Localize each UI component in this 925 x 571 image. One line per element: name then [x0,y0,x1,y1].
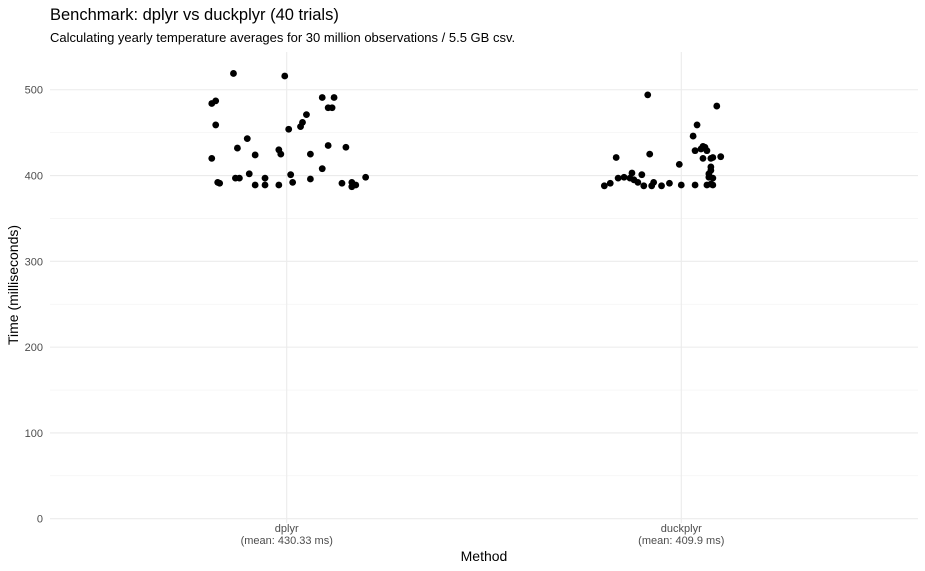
x-tick-mean-label: (mean: 430.33 ms) [241,535,333,547]
data-point-dplyr [216,179,224,187]
data-point-dplyr [281,72,289,80]
data-point-duckplyr [691,181,699,189]
data-point-duckplyr [713,102,721,110]
data-point-duckplyr [658,182,665,190]
x-tick-mean-label: (mean: 409.9 ms) [638,535,724,547]
data-point-dplyr [330,94,338,101]
data-point-dplyr [307,150,314,158]
data-point-duckplyr [614,174,622,182]
data-point-dplyr [287,171,295,179]
data-point-duckplyr [612,154,620,161]
y-tick-label: 0 [37,514,43,526]
x-axis-title: Method [461,548,508,564]
y-tick-label: 300 [25,256,43,268]
data-point-dplyr [251,151,259,159]
data-point-duckplyr [620,173,628,181]
data-point-duckplyr [646,150,654,158]
y-axis-ticks: 0 100 200 300 400 500 [25,85,43,526]
data-point-duckplyr [699,154,707,162]
data-point-duckplyr [717,153,725,161]
data-point-dplyr [275,181,283,189]
y-tick-label: 100 [25,428,43,440]
y-axis-title: Time (milliseconds) [5,225,21,345]
y-tick-label: 200 [25,342,43,354]
data-point-duckplyr [697,145,705,153]
data-point-dplyr [297,123,304,131]
data-point-duckplyr [709,181,717,189]
data-point-dplyr [324,142,332,149]
data-point-dplyr [230,70,237,77]
data-point-dplyr [307,175,314,183]
data-point-duckplyr [675,160,683,168]
x-tick-label: dplyr [275,523,299,535]
data-point-duckplyr [691,147,699,155]
data-point-dplyr [303,111,310,119]
data-point-dplyr [251,181,259,189]
data-point-dplyr [245,170,253,178]
x-axis-ticks: dplyr(mean: 430.33 ms) duckplyr(mean: 409… [241,523,725,547]
data-point-duckplyr [666,179,673,187]
data-point-duckplyr [600,182,608,190]
chart-title: Benchmark: dplyr vs duckplyr (40 trials) [50,6,339,24]
data-point-dplyr [277,150,285,158]
chart-subtitle: Calculating yearly temperature averages … [50,30,515,45]
data-point-dplyr [285,125,293,133]
data-point-dplyr [212,121,220,129]
data-point-duckplyr [648,182,656,190]
data-points [208,70,725,191]
data-point-dplyr [348,183,356,191]
x-tick-label: duckplyr [661,523,702,535]
data-point-duckplyr [640,182,648,190]
data-point-dplyr [243,135,251,143]
data-point-dplyr [235,174,243,182]
data-point-dplyr [362,173,370,181]
data-point-dplyr [261,174,269,182]
data-point-dplyr [212,97,220,105]
data-point-duckplyr [644,91,652,99]
data-point-duckplyr [703,147,711,155]
data-point-dplyr [208,154,216,162]
data-point-duckplyr [628,169,636,177]
data-point-duckplyr [606,179,614,187]
data-point-duckplyr [638,171,646,179]
data-point-dplyr [328,104,336,112]
data-point-duckplyr [693,121,701,129]
data-point-dplyr [289,179,297,186]
data-point-dplyr [261,181,269,189]
y-tick-label: 500 [25,85,43,97]
data-point-duckplyr [689,132,697,140]
y-tick-label: 400 [25,171,43,183]
data-point-duckplyr [677,181,685,189]
data-point-dplyr [342,143,350,151]
data-point-duckplyr [709,154,717,161]
data-point-dplyr [318,94,326,101]
data-point-dplyr [234,144,241,152]
data-point-dplyr [338,179,346,187]
data-point-duckplyr [705,173,713,181]
data-point-duckplyr [634,179,642,186]
data-point-dplyr [318,165,326,173]
